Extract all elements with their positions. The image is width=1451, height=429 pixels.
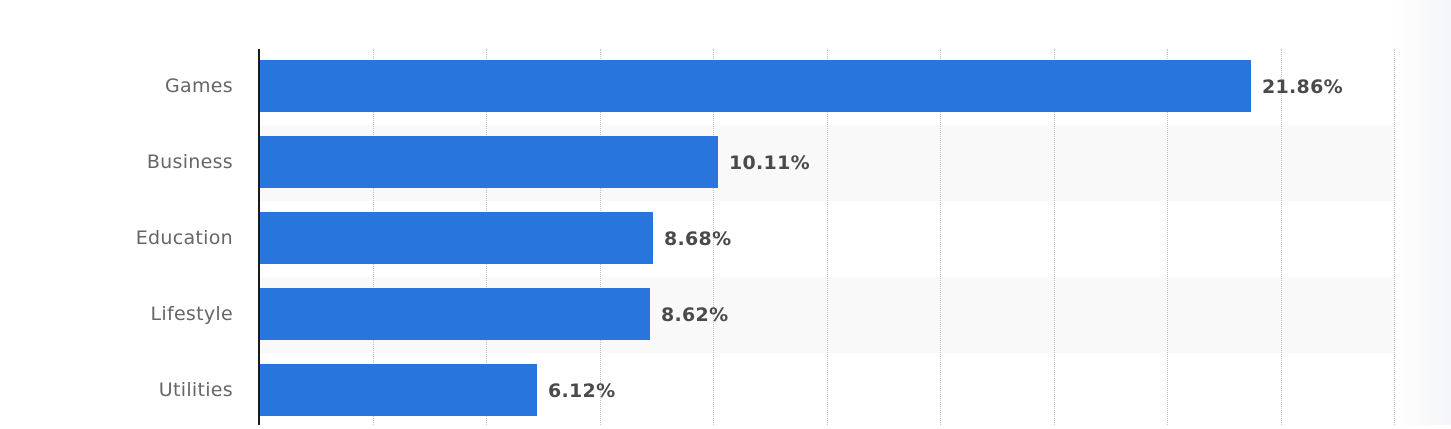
category-label: Lifestyle bbox=[150, 303, 233, 325]
bar-lifestyle[interactable] bbox=[260, 288, 650, 340]
gridline bbox=[827, 49, 828, 425]
gridline bbox=[1281, 49, 1282, 425]
category-label: Business bbox=[146, 151, 233, 173]
bar-business[interactable] bbox=[260, 136, 718, 188]
gridline bbox=[940, 49, 941, 425]
value-label: 21.86% bbox=[1262, 76, 1343, 98]
bar-games[interactable] bbox=[260, 60, 1251, 112]
category-label: Education bbox=[135, 227, 233, 249]
gridline bbox=[713, 49, 714, 425]
bar-education[interactable] bbox=[260, 212, 653, 264]
bar-utilities[interactable] bbox=[260, 364, 537, 416]
value-label: 8.62% bbox=[661, 304, 729, 326]
category-label: Utilities bbox=[158, 379, 233, 401]
gridline bbox=[1394, 49, 1395, 425]
gridline bbox=[1054, 49, 1055, 425]
y-axis-line bbox=[258, 49, 260, 425]
category-label: Games bbox=[165, 75, 233, 97]
value-label: 10.11% bbox=[729, 152, 810, 174]
value-label: 6.12% bbox=[548, 380, 616, 402]
gridline bbox=[1167, 49, 1168, 425]
value-label: 8.68% bbox=[664, 228, 732, 250]
right-edge-fade bbox=[1391, 0, 1451, 425]
